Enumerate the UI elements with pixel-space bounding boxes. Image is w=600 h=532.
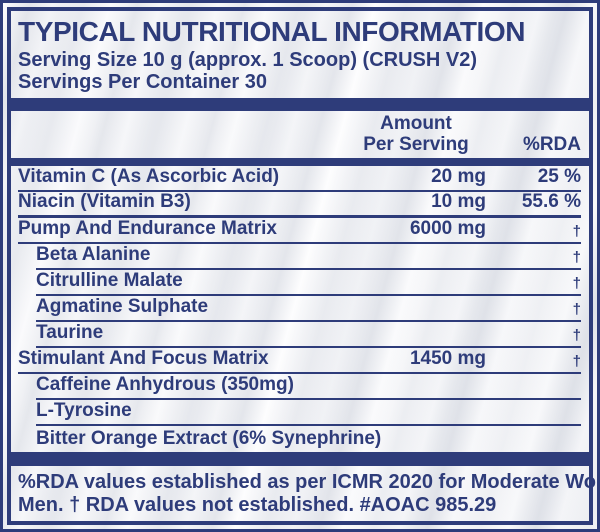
divider-bar-header bbox=[11, 158, 589, 166]
nutrient-name: Agmatine Sulphate bbox=[36, 296, 209, 317]
nutrient-amount: 1450 mg bbox=[409, 348, 486, 369]
nutrient-table: Vitamin C (As Ascorbic Acid) 20 mg 25 % … bbox=[18, 166, 581, 452]
table-row: Bitter Orange Extract (6% Synephrine) bbox=[36, 426, 581, 452]
nutrient-name: Pump And Endurance Matrix bbox=[18, 218, 277, 239]
nutrient-amount: 20 mg bbox=[431, 166, 486, 187]
nutrient-name: Beta Alanine bbox=[36, 244, 151, 265]
nutrient-rda: † bbox=[572, 275, 581, 292]
column-header-amount-line2: Per Serving bbox=[363, 134, 469, 155]
table-row: Niacin (Vitamin B3) 10 mg 55.6 % bbox=[18, 191, 581, 218]
table-row: Citrulline Malate † bbox=[36, 270, 581, 296]
footnote: %RDA values established as per ICMR 2020… bbox=[11, 466, 600, 517]
label-title: TYPICAL NUTRITIONAL INFORMATION bbox=[18, 16, 526, 47]
nutrient-rda: 25 % bbox=[537, 166, 581, 187]
footnote-line2: Men. † RDA values not established. #AOAC… bbox=[18, 494, 497, 516]
nutrient-name: Niacin (Vitamin B3) bbox=[18, 191, 191, 212]
nutrient-rda: † bbox=[572, 301, 581, 318]
table-row: Beta Alanine † bbox=[36, 244, 581, 270]
serving-size-line: Serving Size 10 g (approx. 1 Scoop) (CRU… bbox=[18, 49, 477, 71]
servings-per-container-line: Servings Per Container 30 bbox=[18, 71, 267, 93]
nutrient-rda: † bbox=[572, 223, 581, 240]
label-content: TYPICAL NUTRITIONAL INFORMATION Serving … bbox=[11, 11, 600, 521]
divider-bar-top bbox=[11, 98, 589, 111]
table-row: Taurine † bbox=[36, 322, 581, 348]
column-header-amount: Amount Per Serving bbox=[346, 113, 486, 155]
nutrient-name: Stimulant And Focus Matrix bbox=[18, 348, 269, 369]
table-row: Vitamin C (As Ascorbic Acid) 20 mg 25 % bbox=[18, 166, 581, 192]
nutrient-name: Citrulline Malate bbox=[36, 270, 183, 291]
nutrient-rda: † bbox=[572, 353, 581, 370]
table-row: Stimulant And Focus Matrix 1450 mg † bbox=[18, 348, 581, 374]
nutrient-amount: 10 mg bbox=[431, 191, 486, 212]
column-header-amount-line1: Amount bbox=[380, 113, 452, 134]
table-row: Agmatine Sulphate † bbox=[36, 296, 581, 322]
nutrient-name: Bitter Orange Extract (6% Synephrine) bbox=[36, 428, 382, 449]
label-header: TYPICAL NUTRITIONAL INFORMATION Serving … bbox=[11, 15, 589, 94]
divider-bar-bottom bbox=[11, 452, 589, 466]
column-headers: Amount Per Serving %RDA bbox=[18, 113, 581, 155]
nutrient-rda: † bbox=[572, 327, 581, 344]
footnote-line1: %RDA values established as per ICMR 2020… bbox=[18, 471, 600, 493]
nutrient-rda: 55.6 % bbox=[521, 191, 581, 212]
nutrient-amount: 6000 mg bbox=[409, 218, 486, 239]
table-row: Pump And Endurance Matrix 6000 mg † bbox=[18, 218, 581, 244]
nutrient-name: Caffeine Anhydrous (350mg) bbox=[36, 374, 294, 395]
table-row: L-Tyrosine bbox=[36, 400, 581, 426]
nutrient-name: Vitamin C (As Ascorbic Acid) bbox=[18, 166, 280, 187]
column-header-rda: %RDA bbox=[522, 134, 581, 155]
table-row: Caffeine Anhydrous (350mg) bbox=[36, 374, 581, 400]
label-inner-frame: TYPICAL NUTRITIONAL INFORMATION Serving … bbox=[7, 7, 600, 525]
nutrient-name: L-Tyrosine bbox=[36, 400, 132, 421]
nutrient-rda: † bbox=[572, 249, 581, 266]
nutrient-name: Taurine bbox=[36, 322, 104, 343]
